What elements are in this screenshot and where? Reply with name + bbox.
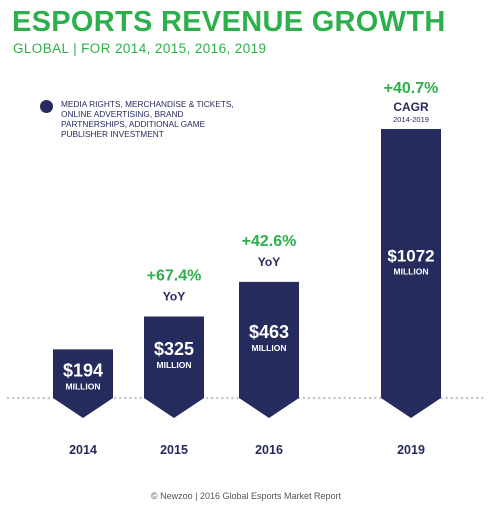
bar-2015 (144, 316, 204, 418)
growth-value-2016: +42.6% (242, 233, 297, 250)
bar-unit-label-2014: MILLION (66, 381, 101, 391)
x-tick-label-2019: 2019 (397, 443, 425, 457)
chart-subtitle: GLOBAL | FOR 2014, 2015, 2016, 2019 (13, 41, 267, 56)
x-tick-label-2016: 2016 (255, 443, 283, 457)
bar-value-label-2016: $463 (249, 322, 289, 342)
growth-sublabel-2019: 2014-2019 (393, 115, 429, 124)
bar-2014 (53, 349, 113, 418)
bar-2019 (381, 129, 441, 418)
growth-label-2019: CAGR (393, 100, 429, 114)
legend-label: MEDIA RIGHTS, MERCHANDISE & TICKETS, ONL… (61, 99, 234, 139)
chart-title: ESPORTS REVENUE GROWTH (12, 6, 446, 38)
growth-value-2015: +67.4% (147, 267, 202, 284)
bar-unit-label-2019: MILLION (394, 267, 429, 277)
bar-unit-label-2016: MILLION (252, 343, 287, 353)
x-tick-label-2015: 2015 (160, 443, 188, 457)
bar-unit-label-2015: MILLION (157, 360, 192, 370)
growth-label-2016: YoY (258, 255, 280, 269)
x-tick-label-2014: 2014 (69, 443, 97, 457)
source-footer: © Newzoo | 2016 Global Esports Market Re… (150, 491, 342, 501)
growth-label-2015: YoY (163, 289, 185, 303)
bar-value-label-2019: $1072 (387, 247, 434, 266)
bar-value-label-2014: $194 (63, 360, 103, 380)
legend-swatch (40, 100, 53, 113)
bar-value-label-2015: $325 (154, 339, 194, 359)
bar-2016 (239, 281, 299, 418)
growth-value-2019: +40.7% (384, 80, 439, 97)
